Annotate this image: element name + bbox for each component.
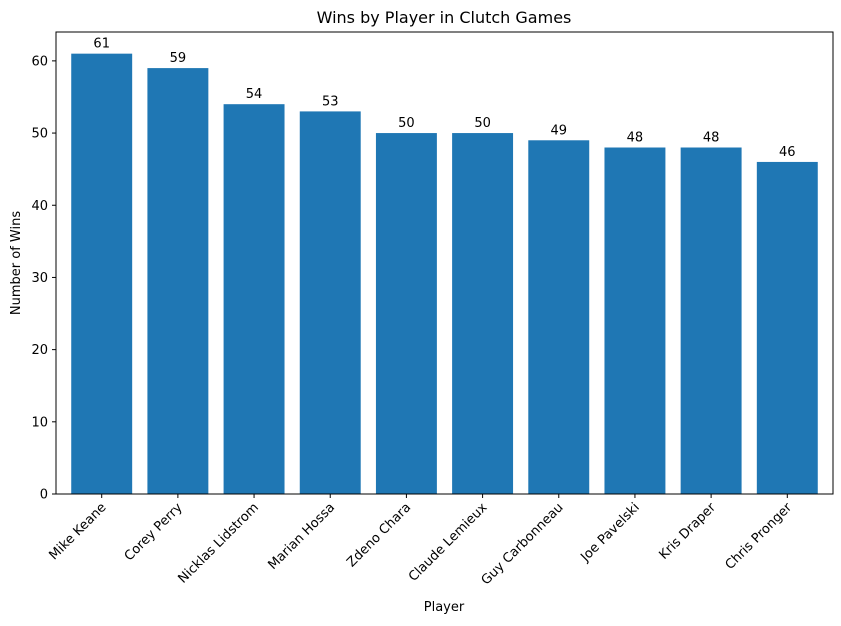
bar (756, 161, 818, 494)
y-tick-label: 0 (40, 488, 48, 503)
bar (71, 53, 133, 494)
y-axis-label: Number of Wins (9, 211, 24, 315)
x-axis-label: Player (424, 600, 465, 615)
y-tick-label: 30 (31, 271, 48, 286)
x-tick-label: Chris Pronger (723, 500, 796, 573)
bar (604, 147, 666, 494)
x-tick-label: Zdeno Chara (344, 500, 414, 570)
bar (680, 147, 742, 494)
x-tick-label: Joe Pavelski (577, 500, 642, 565)
x-tick-label: Marian Hossa (265, 500, 338, 573)
y-tick-label: 20 (31, 343, 48, 358)
y-tick-label: 10 (31, 415, 48, 430)
x-tick-label: Nicklas Lidstrom (176, 500, 262, 586)
data-label: 46 (779, 145, 796, 160)
plot-area: 61 59 54 53 50 50 49 48 48 46 0 10 20 30 40 50 60 Mike Ke… (31, 31, 834, 588)
bar (223, 104, 285, 494)
data-label: 59 (170, 51, 187, 66)
y-tick-label: 40 (31, 199, 48, 214)
data-label: 50 (398, 116, 415, 131)
x-tick-label: Mike Keane (47, 500, 110, 563)
y-tick-label: 60 (31, 54, 48, 69)
data-label: 50 (474, 116, 491, 131)
x-tick-label: Guy Carbonneau (479, 500, 567, 588)
x-tick-label: Corey Perry (122, 500, 186, 564)
data-label: 49 (550, 123, 567, 138)
data-label: 53 (322, 94, 339, 109)
x-tick-label: Claude Lemieux (406, 500, 491, 585)
data-label: 54 (246, 87, 263, 102)
bar (375, 133, 437, 494)
bar (452, 133, 514, 494)
bar (147, 68, 209, 494)
bar (528, 140, 590, 494)
chart-title: Wins by Player in Clutch Games (317, 8, 572, 27)
y-tick-label: 50 (31, 127, 48, 142)
data-label: 48 (627, 131, 644, 146)
data-label: 48 (703, 131, 720, 146)
bar (299, 111, 361, 494)
plot-frame (55, 31, 834, 495)
data-label: 61 (93, 37, 110, 52)
x-tick-label: Kris Draper (656, 500, 719, 563)
